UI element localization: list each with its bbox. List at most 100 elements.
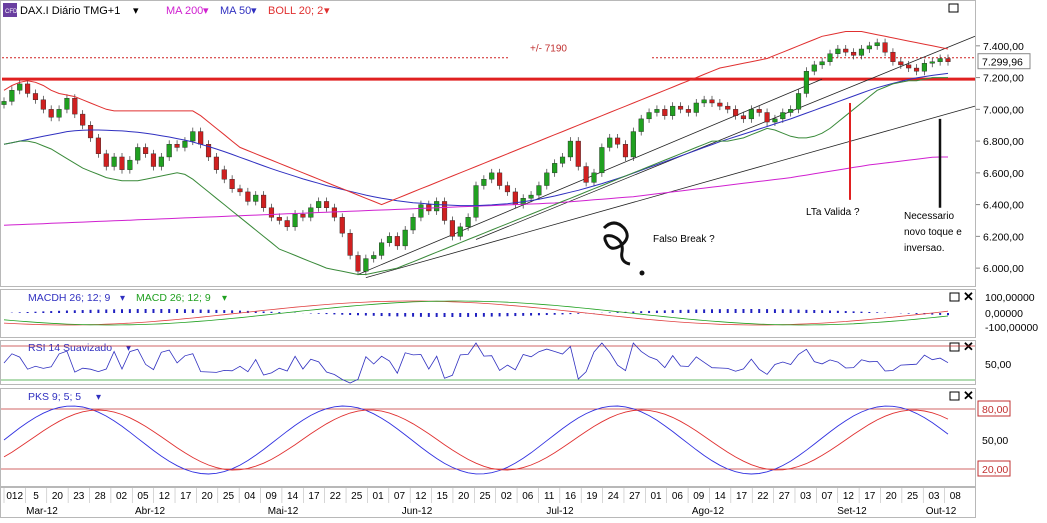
boll-label[interactable]: BOLL 20; 2 xyxy=(268,5,323,17)
x-day-label: 11 xyxy=(544,491,555,502)
symbol-dropdown-icon[interactable]: ▾ xyxy=(133,5,139,17)
maximize-icon[interactable] xyxy=(948,3,959,13)
x-day-label: 20 xyxy=(458,491,470,502)
rsi-maximize-icon[interactable] xyxy=(949,342,960,352)
x-day-label: 17 xyxy=(864,491,876,502)
candle-body xyxy=(780,112,786,120)
candle-body xyxy=(811,64,817,72)
scribble-drawing xyxy=(602,221,631,266)
x-day-label: 24 xyxy=(608,491,620,502)
candle-body xyxy=(756,109,762,113)
candle-body xyxy=(379,242,385,256)
candle-body xyxy=(489,172,495,180)
candle-body xyxy=(630,131,636,158)
candle-body xyxy=(583,166,589,183)
candle-body xyxy=(449,220,455,237)
candle-body xyxy=(72,98,78,115)
x-day-label: 03 xyxy=(800,491,812,502)
candle-body xyxy=(87,125,94,139)
macd-close-icon[interactable]: ✕ xyxy=(963,289,974,304)
candle-body xyxy=(347,232,353,256)
pks-y-tick-box xyxy=(977,460,1011,477)
rsi-close-icon[interactable]: ✕ xyxy=(963,339,974,354)
x-day-label: 23 xyxy=(73,491,85,502)
candle-body xyxy=(685,109,691,113)
macd-maximize-icon[interactable] xyxy=(949,292,960,302)
candle-body xyxy=(701,99,707,104)
candle-body xyxy=(56,109,62,118)
pks-close-icon[interactable]: ✕ xyxy=(963,388,974,403)
candle-body xyxy=(772,118,778,123)
svg-text:CFD: CFD xyxy=(5,9,18,15)
last-price-box xyxy=(977,53,1031,70)
candle-body xyxy=(394,236,400,247)
candle-body xyxy=(851,51,857,56)
candle-body xyxy=(599,147,605,174)
candle-body xyxy=(190,131,196,142)
candle-body xyxy=(253,194,259,202)
x-day-label: 17 xyxy=(736,491,748,502)
candle-body xyxy=(213,156,219,170)
x-day-label: 06 xyxy=(672,491,684,502)
cfd-logo-icon xyxy=(3,3,17,17)
candle-body xyxy=(182,140,188,148)
x-month-label: Set-12 xyxy=(837,506,867,517)
candle-body xyxy=(528,194,534,199)
candle-body xyxy=(17,83,23,91)
rsi-dropdown-icon[interactable]: ▾ xyxy=(126,343,131,354)
candle-body xyxy=(355,255,361,272)
x-day-label: 15 xyxy=(437,491,449,502)
pks-y-tick-label: 20,00 xyxy=(982,464,1008,476)
candle-body xyxy=(339,217,345,234)
ma200-dropdown-icon[interactable]: ▾ xyxy=(203,5,209,17)
candle-body xyxy=(323,201,330,208)
y-tick-label: 6.200,00 xyxy=(983,231,1024,243)
candle-body xyxy=(615,137,621,145)
x-month-label: Mai-12 xyxy=(268,506,299,517)
rsi-label[interactable]: RSI 14 Suavizado xyxy=(28,342,112,354)
x-day-label: 22 xyxy=(757,491,769,502)
candle-body xyxy=(465,217,471,228)
candle-body xyxy=(135,147,141,161)
candle-body xyxy=(654,109,660,113)
ma200-label[interactable]: MA 200 xyxy=(166,5,203,17)
candle-body xyxy=(788,109,794,113)
candle-body xyxy=(386,236,393,243)
candle-body xyxy=(410,217,416,231)
boll-dropdown-icon[interactable]: ▾ xyxy=(324,5,330,17)
ma50-label[interactable]: MA 50 xyxy=(220,5,251,17)
macdh-label[interactable]: MACDH 26; 12; 9 xyxy=(28,292,110,304)
y-tick-label: 6.800,00 xyxy=(983,136,1024,148)
pks-dropdown-icon[interactable]: ▾ xyxy=(96,392,101,403)
candle-body xyxy=(607,137,613,148)
candle-body xyxy=(143,147,149,154)
x-day-label: 08 xyxy=(950,491,962,502)
candle-body xyxy=(434,201,440,212)
last-price-label: 7.299,96 xyxy=(982,57,1023,69)
candle-body xyxy=(906,64,912,69)
pks-d-line xyxy=(3,409,949,471)
candle-body xyxy=(740,115,747,120)
candle-body xyxy=(552,163,558,174)
candle-body xyxy=(316,201,322,208)
necessario-annotation: Necessario xyxy=(904,211,954,222)
ma50-dropdown-icon[interactable]: ▾ xyxy=(251,5,257,17)
candle-body xyxy=(245,191,251,202)
candle-body xyxy=(95,137,101,154)
macd-y-tick-label: 0,00000 xyxy=(985,308,1023,320)
scribble-dot xyxy=(639,270,645,276)
x-day-label: 17 xyxy=(308,491,320,502)
candle-body xyxy=(40,99,46,110)
trendline-channel-top xyxy=(357,78,823,275)
ma200-line xyxy=(3,156,948,226)
x-day-label: 5 xyxy=(33,491,39,502)
symbol-title[interactable]: DAX.I Diário TMG+1 xyxy=(20,5,120,17)
x-day-label: 06 xyxy=(522,491,534,502)
macdh-dropdown-icon[interactable]: ▾ xyxy=(120,293,125,304)
macd-dropdown-icon[interactable]: ▾ xyxy=(222,293,227,304)
macd-label[interactable]: MACD 26; 12; 9 xyxy=(136,292,211,304)
pks-label[interactable]: PKS 9; 5; 5 xyxy=(28,391,81,403)
candle-body xyxy=(80,113,86,126)
pks-maximize-icon[interactable] xyxy=(949,391,960,401)
